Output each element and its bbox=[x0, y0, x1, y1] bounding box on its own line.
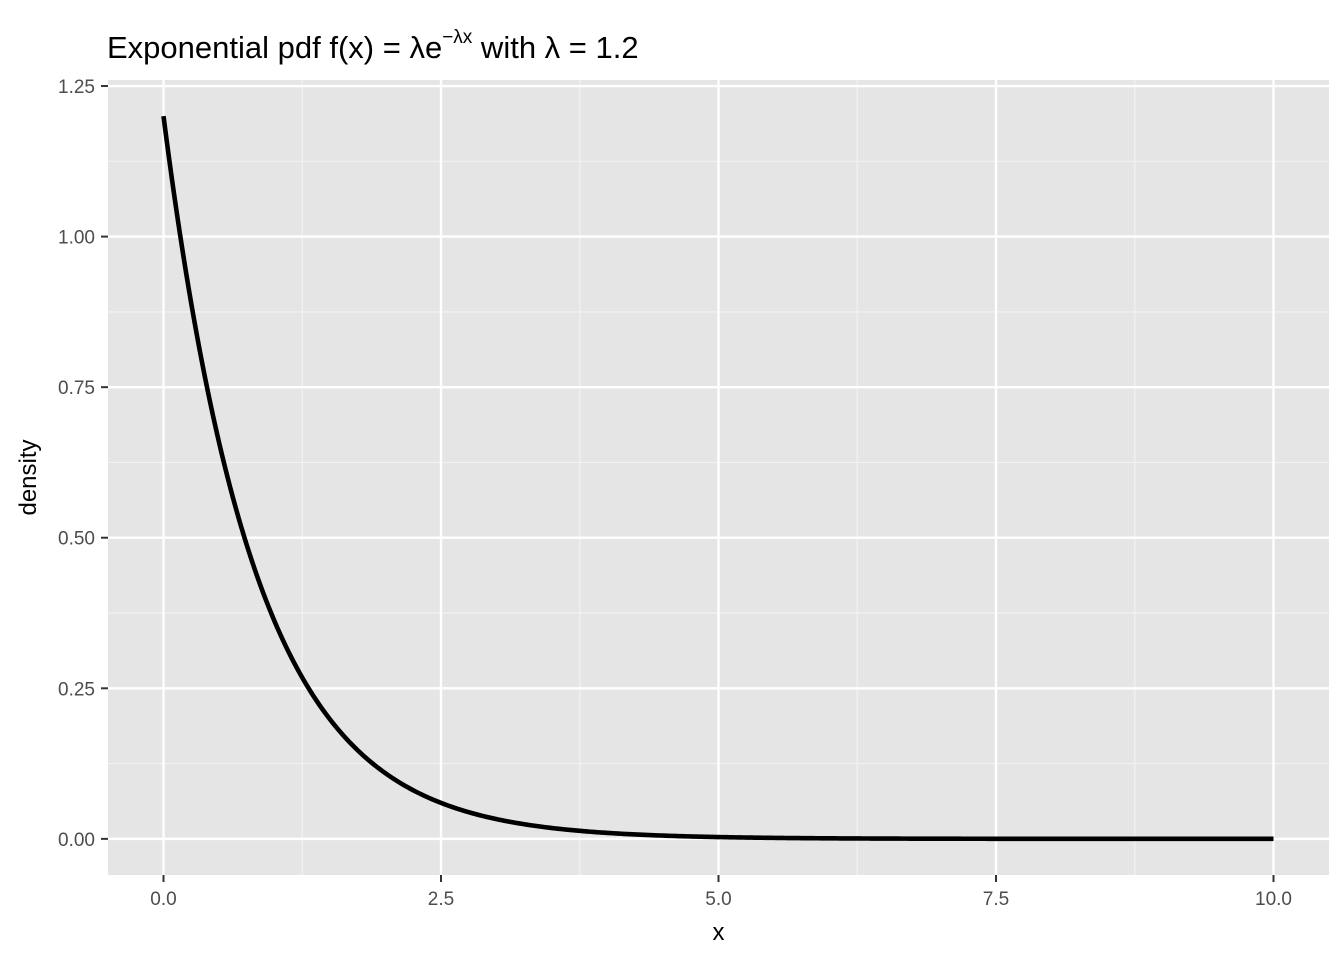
x-axis-title: x bbox=[713, 919, 725, 946]
y-tick-label: 0.25 bbox=[58, 679, 95, 700]
y-tick-label: 0.50 bbox=[58, 529, 95, 550]
y-tick-label: 0.75 bbox=[58, 378, 95, 399]
title-close-paren: ) bbox=[363, 30, 375, 65]
title-exponent: −λx bbox=[442, 27, 473, 48]
title-lambda-2: λ bbox=[544, 30, 561, 65]
density-line bbox=[161, 115, 1274, 842]
title-e: e bbox=[424, 30, 443, 65]
y-axis: 0.00 0.25 0.50 0.75 1.00 1.25 bbox=[58, 77, 108, 851]
title-with: with bbox=[472, 30, 545, 65]
x-tick-label: 0.0 bbox=[150, 889, 176, 910]
chart-title: Exponential pdf f(x) = λe−λx with λ = 1.… bbox=[107, 16, 639, 70]
title-arg: x bbox=[348, 30, 364, 65]
y-tick-label: 1.25 bbox=[58, 77, 95, 98]
series-group bbox=[161, 115, 1274, 842]
y-tick-label: 0.00 bbox=[58, 830, 95, 851]
x-tick-label: 10.0 bbox=[1255, 889, 1292, 910]
title-open-paren: ( bbox=[337, 30, 349, 65]
title-prefix: Exponential pdf f bbox=[107, 30, 338, 65]
title-value: = 1.2 bbox=[560, 30, 639, 65]
title-lambda: λ bbox=[409, 30, 425, 65]
x-tick-label: 7.5 bbox=[983, 889, 1009, 910]
y-tick-label: 1.00 bbox=[58, 228, 95, 249]
x-axis: 0.0 2.5 5.0 7.5 10.0 bbox=[150, 875, 1292, 910]
x-tick-label: 5.0 bbox=[705, 889, 731, 910]
y-axis-title: density bbox=[15, 439, 42, 515]
title-eq: = bbox=[374, 30, 410, 65]
x-tick-label: 2.5 bbox=[428, 889, 454, 910]
